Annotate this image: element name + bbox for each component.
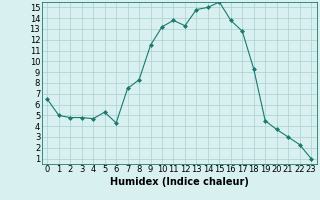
X-axis label: Humidex (Indice chaleur): Humidex (Indice chaleur) (110, 177, 249, 187)
